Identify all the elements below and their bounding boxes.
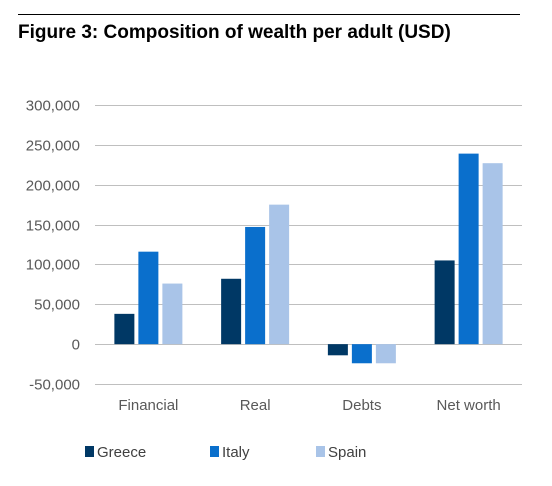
x-category-label: Real bbox=[240, 397, 271, 414]
bar-italy-debts bbox=[351, 344, 372, 364]
bar-spain-net-worth bbox=[482, 163, 503, 345]
x-axis-category-labels: Financial Real Debts Net worth bbox=[118, 397, 500, 414]
gridlines bbox=[95, 105, 522, 385]
bar-italy-net-worth bbox=[458, 153, 479, 345]
bar-greece-net-worth bbox=[434, 260, 455, 345]
y-tick-label: -50,000 bbox=[29, 377, 80, 394]
y-axis-tick-labels: -50,000 0 50,000 100,000 150,000 200,000 250,0… bbox=[26, 98, 80, 394]
legend-label-spain: Spain bbox=[328, 444, 366, 461]
bar-spain-debts bbox=[375, 344, 396, 364]
legend-swatch-greece bbox=[85, 446, 94, 457]
bar-italy-financial bbox=[138, 251, 159, 345]
bar-spain-financial bbox=[162, 283, 183, 345]
x-category-label: Net worth bbox=[437, 397, 501, 414]
bar-greece-financial bbox=[114, 313, 135, 345]
y-tick-label: 100,000 bbox=[26, 257, 80, 274]
y-tick-label: 300,000 bbox=[26, 98, 80, 115]
y-tick-label: 0 bbox=[72, 337, 80, 354]
bar-spain-real bbox=[269, 204, 290, 345]
bar-italy-real bbox=[245, 226, 266, 345]
y-tick-label: 150,000 bbox=[26, 218, 80, 235]
bars bbox=[114, 153, 503, 364]
legend-swatch-italy bbox=[210, 446, 219, 457]
y-tick-label: 50,000 bbox=[34, 297, 80, 314]
x-category-label: Debts bbox=[342, 397, 381, 414]
x-category-label: Financial bbox=[118, 397, 178, 414]
y-tick-label: 250,000 bbox=[26, 138, 80, 155]
legend-label-italy: Italy bbox=[222, 444, 250, 461]
bar-greece-debts bbox=[327, 344, 348, 356]
legend-label-greece: Greece bbox=[97, 444, 146, 461]
bar-greece-real bbox=[221, 278, 242, 345]
chart-title: Figure 3: Composition of wealth per adul… bbox=[18, 22, 451, 43]
y-tick-label: 200,000 bbox=[26, 178, 80, 195]
legend-swatch-spain bbox=[316, 446, 325, 457]
legend: Greece Italy Spain bbox=[85, 444, 366, 461]
